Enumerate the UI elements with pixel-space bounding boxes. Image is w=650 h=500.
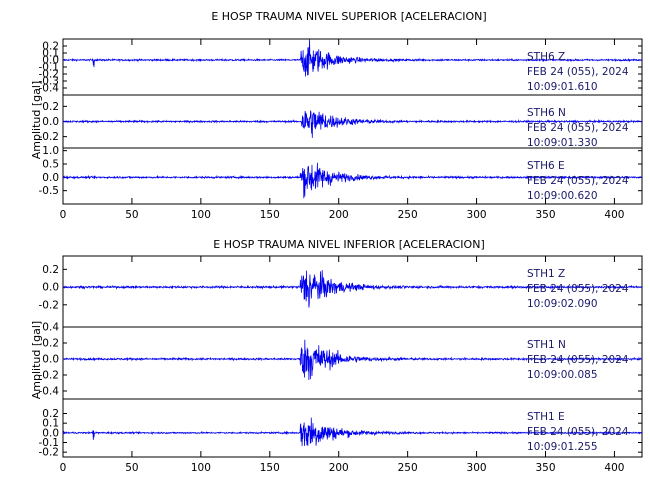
waveform-line bbox=[62, 110, 643, 138]
y-tick-label: -0.2 bbox=[39, 131, 60, 143]
x-tick-label: 250 bbox=[398, 462, 418, 474]
station-label-line: 10:09:01.255 bbox=[527, 441, 598, 453]
waveform-line bbox=[62, 39, 643, 77]
x-tick-label: 150 bbox=[260, 209, 280, 221]
station-label-line: STH6 N bbox=[527, 107, 566, 119]
x-tick-label: 300 bbox=[467, 209, 487, 221]
station-label: STH6 Z FEB 24 (055), 2024 10:09:01.610 bbox=[527, 51, 629, 93]
y-tick-label: 1.0 bbox=[42, 145, 59, 157]
y-tick-label: -0.2 bbox=[39, 299, 60, 311]
panel-superior-ylabel: Amplitud [gal] bbox=[30, 81, 43, 159]
trace-inferior-2: 0.4 0.2 0.0 -0.2 -0.4 STH1 N FEB 24 (055), 202… bbox=[39, 322, 643, 400]
station-label-line: 10:09:00.620 bbox=[527, 190, 598, 202]
y-tick-label: 0.0 bbox=[42, 172, 59, 184]
trace-superior-3: 1.0 0.50.0-0.5 STH6 E FEB 24 (055), 2024 10:… bbox=[39, 145, 643, 205]
station-label: STH6 E FEB 24 (055), 2024 10:09:00.620 bbox=[527, 160, 629, 202]
y-tick-label: 0.0 bbox=[42, 116, 59, 128]
station-label-line: FEB 24 (055), 2024 bbox=[527, 354, 629, 366]
x-tick-label: 400 bbox=[604, 209, 624, 221]
x-tick-label: 350 bbox=[535, 209, 555, 221]
y-tick-label: -0.1 bbox=[39, 437, 60, 449]
station-label-line: 10:09:02.090 bbox=[527, 298, 598, 310]
panel-inferior: E HOSP TRAUMA NIVEL INFERIOR [ACELERACIO… bbox=[30, 238, 643, 474]
y-tick-label: -0.4 bbox=[39, 386, 60, 398]
waveform-line bbox=[62, 162, 643, 199]
trace-superior-2: 0.2 0.0 -0.2 STH6 N FEB 24 (055), 2024 10:09:… bbox=[39, 94, 643, 149]
station-label-line: STH6 Z bbox=[527, 51, 565, 63]
y-tick-label: 0.5 bbox=[42, 159, 59, 171]
y-tick-label: 0.1 bbox=[42, 418, 59, 430]
y-tick-label: 0.2 bbox=[42, 101, 59, 113]
x-tick-label: 100 bbox=[191, 209, 211, 221]
station-label-line: FEB 24 (055), 2024 bbox=[527, 283, 629, 295]
y-tick-label: 0.0 bbox=[42, 282, 59, 294]
station-label-line: FEB 24 (055), 2024 bbox=[527, 175, 629, 187]
x-tick-label: 100 bbox=[191, 462, 211, 474]
waveform-line bbox=[62, 339, 643, 380]
x-tick-label: 300 bbox=[467, 462, 487, 474]
x-tick-label: 50 bbox=[125, 462, 138, 474]
panel-superior: E HOSP TRAUMA NIVEL SUPERIOR [ACELERACIO… bbox=[30, 10, 643, 221]
station-label-line: STH1 N bbox=[527, 339, 566, 351]
station-label: STH1 Z FEB 24 (055), 2024 10:09:02.090 bbox=[527, 268, 629, 310]
x-tick-label: 250 bbox=[398, 209, 418, 221]
y-tick-label: -0.2 bbox=[39, 370, 60, 382]
station-label-line: FEB 24 (055), 2024 bbox=[527, 66, 629, 78]
y-tick-label: 0.2 bbox=[42, 41, 59, 53]
trace-frame bbox=[62, 147, 643, 205]
panel-superior-title: E HOSP TRAUMA NIVEL SUPERIOR [ACELERACIO… bbox=[211, 10, 486, 23]
y-tick-label: -0.5 bbox=[39, 185, 60, 197]
waveform-line bbox=[62, 270, 643, 308]
trace-inferior-3: 0.20.10.0-0.1-0.2 STH1 E FEB 24 (055), 202… bbox=[39, 398, 643, 459]
station-label-line: STH6 E bbox=[527, 160, 565, 172]
y-tick-label: 0.1 bbox=[42, 48, 59, 60]
y-tick-label: 0.4 bbox=[42, 322, 59, 334]
x-tick-label: 0 bbox=[60, 462, 67, 474]
station-label-line: 10:09:01.330 bbox=[527, 137, 598, 149]
panel-inferior-plot: 0.2 0.0 -0.2 STH1 Z FEB 24 (055), 2024 10:09:… bbox=[39, 255, 643, 474]
y-tick-label: 0.2 bbox=[42, 408, 59, 420]
y-tick-label: 0.0 bbox=[42, 55, 59, 67]
y-tick-label: 0.0 bbox=[42, 354, 59, 366]
trace-superior-1: 0.20.10.0-0.1-0.2-0.3-0.4 STH6 Z FEB 24 (0… bbox=[39, 38, 643, 96]
x-tick-label: 0 bbox=[60, 209, 67, 221]
y-tick-label: -0.2 bbox=[39, 447, 60, 459]
station-label-line: FEB 24 (055), 2024 bbox=[527, 426, 629, 438]
y-tick-label: -0.4 bbox=[39, 83, 60, 95]
station-label-line: 10:09:00.085 bbox=[527, 369, 598, 381]
station-label-line: STH1 Z bbox=[527, 268, 565, 280]
y-tick-label: 0.2 bbox=[42, 338, 59, 350]
y-tick-label: 0.2 bbox=[42, 264, 59, 276]
x-tick-label: 200 bbox=[329, 462, 349, 474]
station-label-line: FEB 24 (055), 2024 bbox=[527, 122, 629, 134]
y-tick-label: -0.3 bbox=[39, 76, 60, 88]
station-label: STH1 E FEB 24 (055), 2024 10:09:01.255 bbox=[527, 411, 629, 453]
panel-inferior-title: E HOSP TRAUMA NIVEL INFERIOR [ACELERACIO… bbox=[213, 238, 484, 251]
panel-inferior-ylabel: Amplitud [gal] bbox=[30, 321, 43, 399]
x-tick-label: 150 bbox=[260, 462, 280, 474]
station-label-line: STH1 E bbox=[527, 411, 565, 423]
y-tick-label: 0.0 bbox=[42, 427, 59, 439]
station-label: STH1 N FEB 24 (055), 2024 10:09:00.085 bbox=[527, 339, 629, 381]
x-tick-label: 200 bbox=[329, 209, 349, 221]
station-label: STH6 N FEB 24 (055), 2024 10:09:01.330 bbox=[527, 107, 629, 149]
trace-inferior-1: 0.2 0.0 -0.2 STH1 Z FEB 24 (055), 2024 10:09:… bbox=[39, 255, 643, 328]
y-tick-label: -0.1 bbox=[39, 62, 60, 74]
x-tick-label: 350 bbox=[535, 462, 555, 474]
station-label-line: 10:09:01.610 bbox=[527, 81, 598, 93]
x-tick-label: 400 bbox=[604, 462, 624, 474]
trace-frame bbox=[62, 398, 643, 458]
y-tick-label: -0.2 bbox=[39, 69, 60, 81]
waveform-line bbox=[62, 417, 643, 447]
x-tick-label: 50 bbox=[125, 209, 138, 221]
